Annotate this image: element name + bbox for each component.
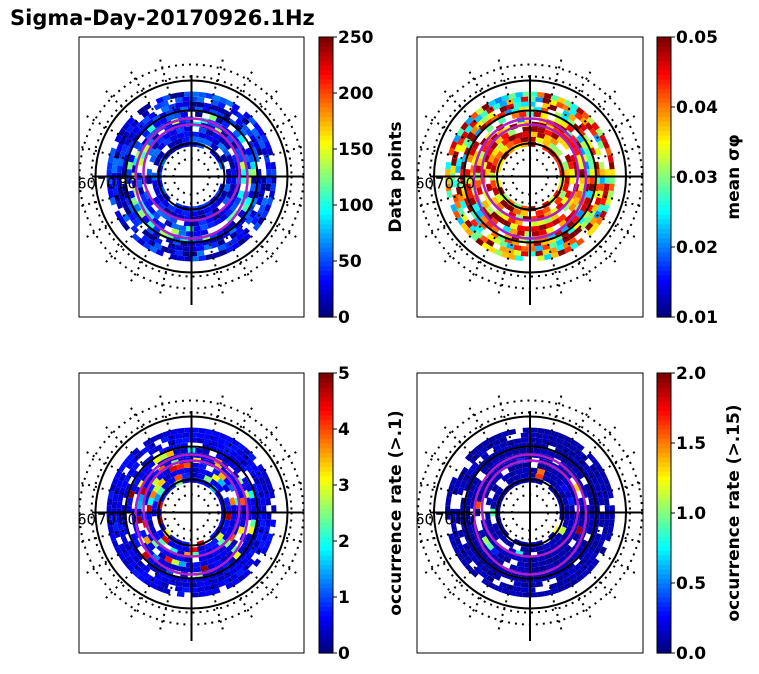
colorbar-tick-label: 0.02 (676, 238, 718, 258)
mlt-spoke (578, 225, 620, 266)
oval-curve (472, 117, 588, 240)
colorbar-tick-label: 3 (338, 476, 350, 496)
axes-frame (416, 36, 644, 318)
colorbar-tick-label: 4 (338, 420, 350, 440)
oval-curve (142, 459, 241, 558)
oval-curve (472, 453, 588, 576)
colorbar-tick-label: 0.0 (676, 644, 706, 664)
mlt-spoke (440, 561, 482, 602)
colorbar-tick-label: 0 (338, 644, 350, 664)
colorbar-tick-label: 0.01 (676, 308, 718, 328)
panel-1: 60 70 80 0 50 100 150 200 250 Data points (77, 28, 406, 328)
lat-label-80: 80 (456, 511, 475, 529)
mlt-spoke (578, 561, 620, 602)
colorbar-tick-label: 150 (338, 140, 374, 160)
mlt-spoke (466, 572, 496, 622)
colorbar-label: occurrence rate (>.15) (724, 404, 744, 621)
mlt-spoke (225, 67, 255, 117)
colorbar-tick-label: 1.0 (676, 504, 706, 524)
colorbar-tick-label: 250 (338, 28, 374, 48)
colorbar-tick-label: 2.0 (676, 364, 706, 384)
oval-curve (480, 123, 580, 222)
axes-frame (78, 36, 305, 318)
lat-label-60: 60 (77, 175, 96, 193)
lat-label-70: 70 (435, 511, 454, 529)
lat-label-60: 60 (415, 511, 434, 529)
lat-label-70: 70 (97, 175, 116, 193)
colorbar-label: mean σφ (724, 134, 744, 219)
mlt-spoke (240, 561, 281, 602)
colorbar-tick-label: 1 (338, 588, 350, 608)
colorbar: 0 50 100 150 200 250 Data points (318, 28, 406, 328)
colorbar-tick-label: 5 (338, 364, 350, 384)
colorbar-label: Data points (386, 121, 406, 232)
axes-frame (416, 372, 644, 654)
mlt-spoke (240, 225, 281, 266)
mlt-spoke (102, 561, 143, 602)
panel-4: 60 70 80 0.0 0.5 1.0 1.5 2.0 occurrence rate (>.… (415, 364, 744, 664)
colorbar-tick-label: 200 (338, 84, 374, 104)
oval-curve (142, 123, 241, 222)
colorbar-tick-label: 0.5 (676, 574, 706, 594)
lat-label-70: 70 (435, 175, 454, 193)
colorbar: 0 1 2 3 4 5 occurrence rate (>.1) (318, 364, 406, 664)
figure-title: Sigma-Day-20170926.1Hz (10, 6, 315, 30)
panel-3: 60 70 80 0 1 2 3 4 5 occurrence rate (>.1) (77, 364, 406, 664)
lat-label-80: 80 (118, 511, 137, 529)
colorbar-tick-label: 0.05 (676, 28, 718, 48)
colorbar-label: occurrence rate (>.1) (386, 410, 406, 615)
lat-label-60: 60 (77, 511, 96, 529)
colorbar-tick-label: 0.04 (676, 98, 718, 118)
oval-curve (134, 117, 249, 240)
oval-curve (134, 453, 249, 576)
lat-label-70: 70 (97, 511, 116, 529)
colorbar-tick-label: 50 (338, 252, 362, 272)
colorbar-frame (318, 372, 334, 654)
colorbar-frame (318, 36, 334, 318)
colorbar: 0.01 0.02 0.03 0.04 0.05 mean σφ (656, 28, 744, 328)
lat-label-80: 80 (118, 175, 137, 193)
mlt-spoke (421, 449, 470, 479)
lat-label-60: 60 (415, 175, 434, 193)
colorbar-tick-label: 100 (338, 196, 374, 216)
colorbar-tick-label: 2 (338, 532, 350, 552)
lat-label-80: 80 (456, 175, 475, 193)
colorbar-tick-label: 0 (338, 308, 350, 328)
oval-curve (480, 459, 580, 558)
mlt-spoke (440, 225, 482, 266)
colorbar-tick-label: 0.03 (676, 168, 718, 188)
mlt-spoke (102, 225, 143, 266)
colorbar-tick-label: 1.5 (676, 434, 706, 454)
axes-frame (78, 372, 305, 654)
colorbar: 0.0 0.5 1.0 1.5 2.0 occurrence rate (>.15) (656, 364, 744, 664)
panel-2: 60 70 80 0.01 0.02 0.03 0.04 0.05 mean σφ (415, 28, 744, 328)
